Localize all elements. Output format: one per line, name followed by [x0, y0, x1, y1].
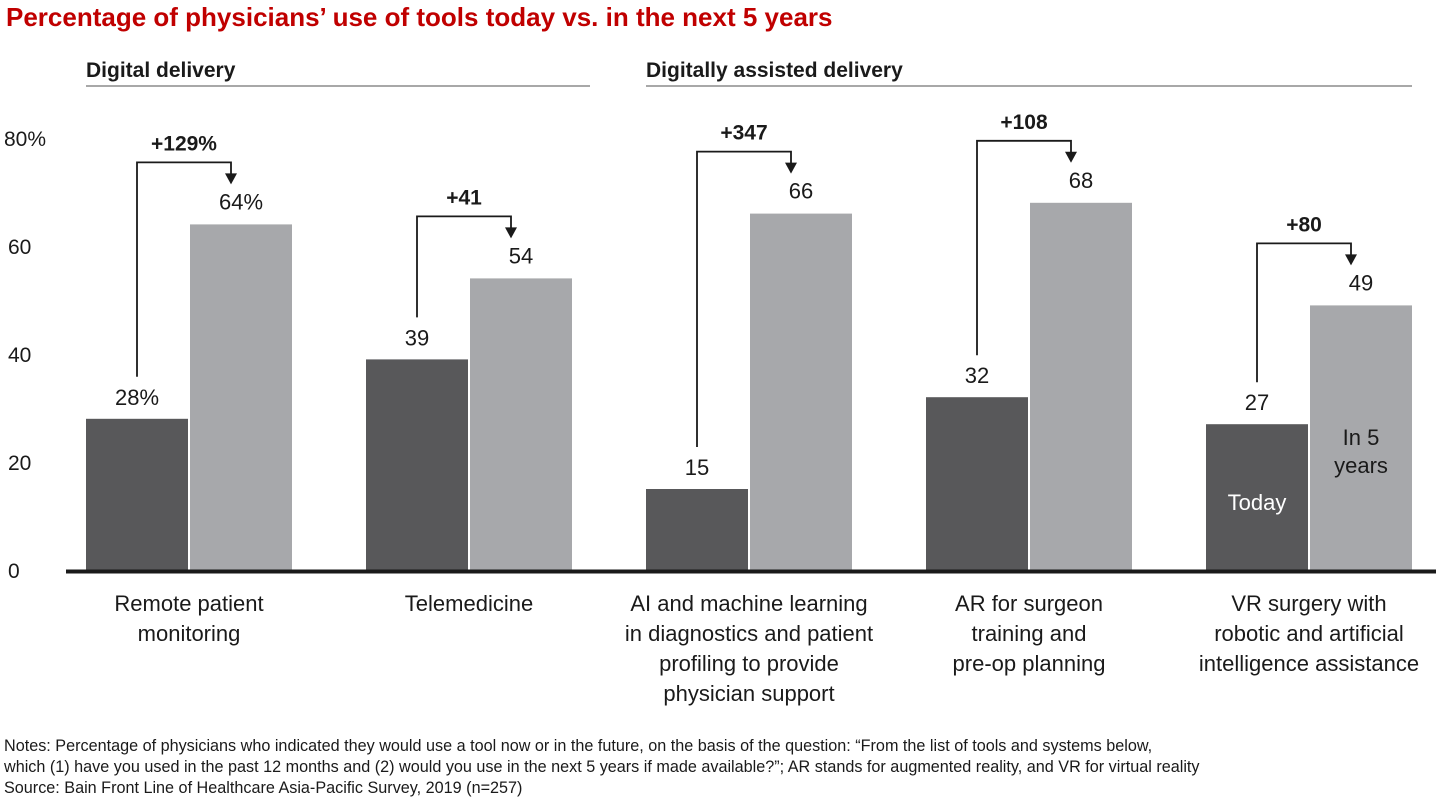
growth-bracket [136, 161, 232, 377]
group-header: Digitally assisted delivery [646, 59, 903, 82]
value-label-today: 15 [685, 455, 709, 480]
category-label: training and [972, 621, 1087, 646]
bar-today [1206, 424, 1308, 570]
value-label-in-5-years: 49 [1349, 270, 1373, 295]
growth-label: +347 [720, 122, 767, 145]
value-label-in-5-years: 68 [1069, 168, 1093, 193]
bar-today [926, 397, 1028, 570]
arrow-icon [505, 227, 517, 239]
arrow-icon [225, 173, 237, 185]
chart-title: Percentage of physicians’ use of tools t… [6, 2, 833, 32]
growth-bracket [976, 139, 1072, 356]
bar-today [646, 489, 748, 570]
bar-in-5-years [1310, 305, 1412, 570]
value-label-today: 39 [405, 325, 429, 350]
category-label: pre-op planning [953, 651, 1106, 676]
value-label-in-5-years: 64% [219, 189, 263, 214]
value-label-today: 27 [1245, 390, 1269, 415]
growth-bracket [696, 150, 792, 447]
y-tick-label: 40 [8, 344, 31, 367]
bar-in-5-years [750, 213, 852, 570]
growth-label: +129% [151, 132, 217, 155]
arrow-icon [1345, 254, 1357, 266]
category-label: AI and machine learning [630, 591, 867, 616]
source-line: Source: Bain Front Line of Healthcare As… [4, 779, 523, 797]
arrow-icon [1065, 151, 1077, 163]
group-header: Digital delivery [86, 59, 236, 82]
bar-in-5-years [190, 224, 292, 570]
value-label-today: 28% [115, 385, 159, 410]
category-label: physician support [663, 681, 834, 706]
category-label: Telemedicine [405, 591, 533, 616]
growth-label: +108 [1000, 111, 1048, 134]
growth-label: +80 [1286, 213, 1322, 236]
bar-in-5-years [470, 278, 572, 570]
y-tick-label: 20 [8, 452, 31, 475]
notes-line-2: which (1) have you used in the past 12 m… [4, 758, 1200, 776]
category-label: profiling to provide [659, 651, 839, 676]
y-tick-label: 60 [8, 236, 31, 259]
category-label: Remote patient [114, 591, 263, 616]
category-label: in diagnostics and patient [625, 621, 873, 646]
chart-notes: Notes: Percentage of physicians who indi… [4, 736, 1440, 799]
bar-today [366, 359, 468, 570]
value-label-in-5-years: 66 [789, 179, 813, 204]
y-tick-label: 80% [4, 128, 46, 151]
bar-today [86, 418, 188, 570]
arrow-icon [785, 162, 797, 174]
category-label: VR surgery with [1231, 591, 1386, 616]
growth-bracket [416, 215, 512, 318]
category-label: AR for surgeon [955, 591, 1103, 616]
bar-in-5-years [1030, 202, 1132, 571]
growth-label: +41 [446, 186, 482, 209]
bar-chart: Digital delivery Digitally assisted deliv… [4, 59, 1436, 706]
value-label-today: 32 [965, 363, 989, 388]
category-label: robotic and artificial [1214, 621, 1404, 646]
category-label: monitoring [138, 621, 241, 646]
value-label-in-5-years: 54 [509, 243, 533, 268]
growth-bracket [1256, 242, 1352, 383]
notes-line-1: Notes: Percentage of physicians who indi… [4, 737, 1153, 755]
category-label: intelligence assistance [1199, 651, 1419, 676]
legend-today: Today [1228, 490, 1287, 515]
y-tick-label: 0 [8, 560, 20, 583]
legend-in-5-years: In 5 years [1334, 425, 1388, 478]
